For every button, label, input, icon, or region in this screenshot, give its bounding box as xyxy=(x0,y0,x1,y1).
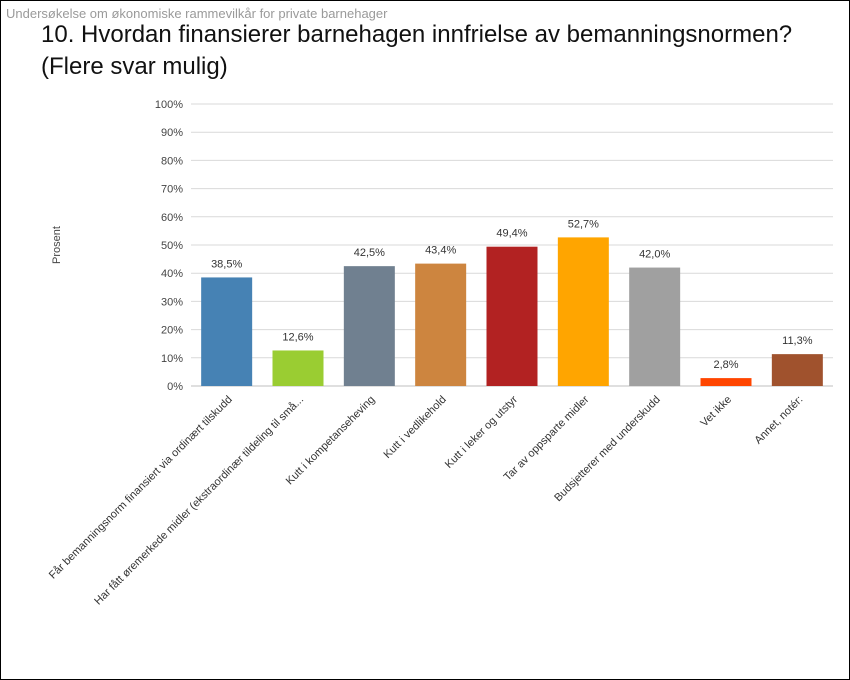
data-label: 42,0% xyxy=(639,249,670,261)
data-label: 49,4% xyxy=(496,228,527,240)
data-label: 12,6% xyxy=(282,331,313,343)
data-label: 11,3% xyxy=(782,335,813,347)
bar xyxy=(415,263,467,386)
category-label: Kutt i leker og utstyr xyxy=(443,393,520,470)
chart-title: 10. Hvordan finansierer barnehagen innfr… xyxy=(41,21,793,80)
data-label: 42,5% xyxy=(354,247,385,259)
y-tick-label: 100% xyxy=(155,99,183,111)
y-tick-label: 80% xyxy=(161,155,183,167)
bar xyxy=(629,267,681,386)
y-tick-label: 60% xyxy=(161,212,183,224)
survey-header: Undersøkelse om økonomiske rammevilkår f… xyxy=(6,6,388,21)
data-label: 2,8% xyxy=(713,359,738,371)
y-tick-label: 90% xyxy=(161,127,183,139)
y-axis-label: Prosent xyxy=(51,226,63,264)
bar xyxy=(557,237,609,386)
bar xyxy=(343,266,395,386)
y-tick-label: 10% xyxy=(161,353,183,365)
category-label: Annet, notér: xyxy=(752,394,805,447)
data-label: 52,7% xyxy=(568,218,599,230)
category-label: Kutt i vedlikehold xyxy=(381,394,448,461)
category-label: Vet ikke xyxy=(698,394,734,430)
bar xyxy=(201,277,253,386)
y-tick-label: 70% xyxy=(161,184,183,196)
y-tick-label: 30% xyxy=(161,296,183,308)
bar xyxy=(700,378,752,386)
y-tick-label: 50% xyxy=(161,240,183,252)
y-tick-label: 0% xyxy=(167,381,183,393)
data-label: 38,5% xyxy=(211,258,242,270)
bar xyxy=(486,246,538,386)
y-tick-label: 20% xyxy=(161,325,183,337)
bar xyxy=(272,350,324,386)
y-tick-label: 40% xyxy=(161,268,183,280)
bar xyxy=(771,354,823,386)
data-label: 43,4% xyxy=(425,245,456,257)
